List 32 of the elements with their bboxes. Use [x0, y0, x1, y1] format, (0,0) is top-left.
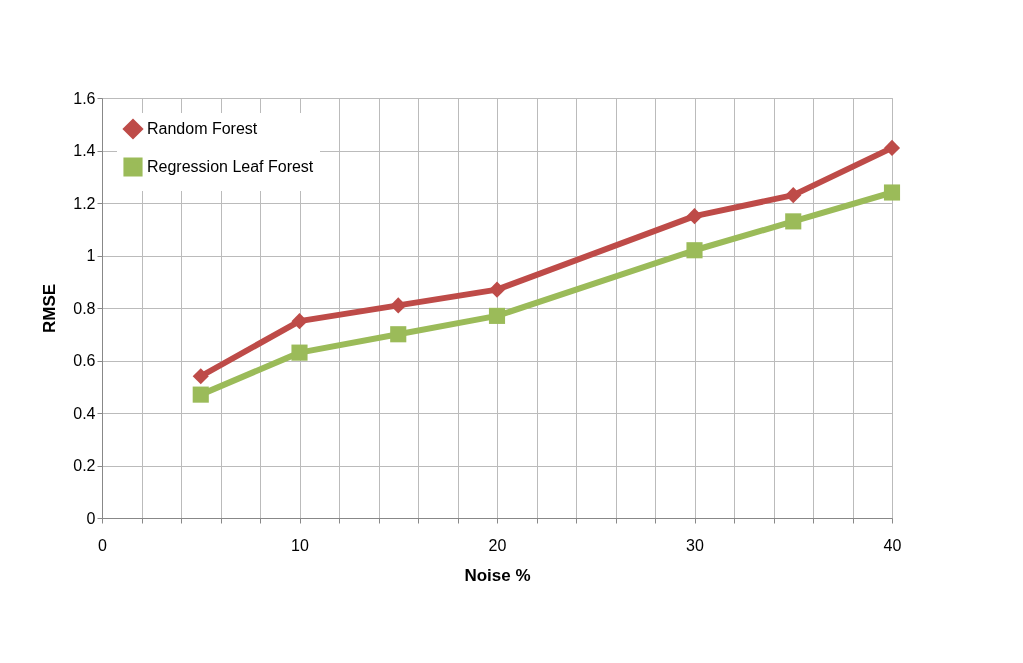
point: [192, 386, 209, 403]
y-tick-label: 0.2: [73, 457, 96, 474]
x-tick-label: 0: [98, 536, 108, 554]
y-tick-label: 1.2: [73, 194, 96, 212]
y-tick-label: 0: [86, 509, 96, 527]
y-tick-label: 0.8: [73, 299, 96, 317]
legend-label: Random Forest: [147, 120, 258, 137]
point: [192, 368, 209, 385]
legend-label: Regression Leaf Forest: [147, 158, 314, 175]
x-tick-label: 30: [686, 536, 704, 554]
y-tick-label: 1: [86, 247, 96, 264]
x-tick-label: 10: [291, 536, 309, 554]
point: [785, 213, 802, 230]
x-tick-label: 40: [883, 536, 902, 554]
point: [390, 297, 407, 314]
y-tick-label: 1.4: [73, 142, 96, 159]
point: [488, 307, 506, 324]
point: [686, 208, 703, 225]
x-tick-label: 20: [488, 536, 507, 554]
point: [291, 344, 308, 361]
point: [488, 281, 506, 298]
y-axis-title: RMSE: [40, 283, 60, 334]
y-tick-label: 0.4: [73, 404, 96, 422]
point: [291, 313, 308, 330]
point: [390, 326, 407, 343]
y-tick-label: 1.6: [73, 89, 96, 107]
point: [883, 139, 901, 156]
point: [686, 242, 703, 259]
point: [785, 187, 802, 204]
point: [883, 184, 901, 201]
x-axis-title: Noise %: [464, 565, 531, 585]
y-tick-label: 0.6: [73, 352, 96, 369]
